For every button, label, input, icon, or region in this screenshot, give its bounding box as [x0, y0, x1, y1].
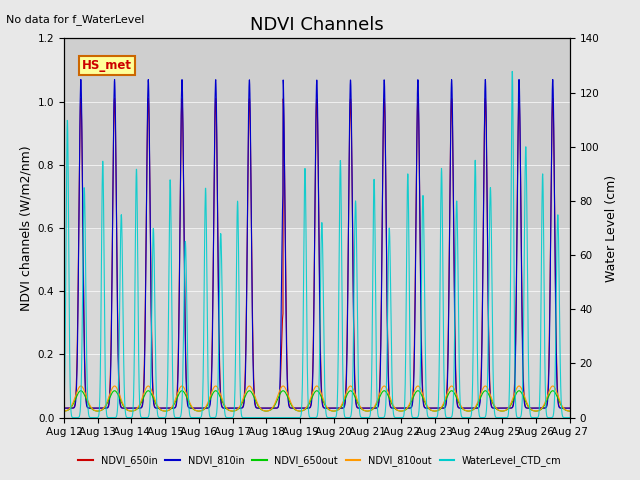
Y-axis label: Water Level (cm): Water Level (cm) [605, 174, 618, 282]
Bar [64, 38, 570, 228]
Legend: NDVI_650in, NDVI_810in, NDVI_650out, NDVI_810out, WaterLevel_CTD_cm: NDVI_650in, NDVI_810in, NDVI_650out, NDV… [74, 452, 566, 470]
Text: HS_met: HS_met [82, 59, 132, 72]
Title: NDVI Channels: NDVI Channels [250, 16, 383, 34]
Text: No data for f_WaterLevel: No data for f_WaterLevel [6, 14, 145, 25]
Y-axis label: NDVI channels (W/m2/nm): NDVI channels (W/m2/nm) [19, 145, 32, 311]
